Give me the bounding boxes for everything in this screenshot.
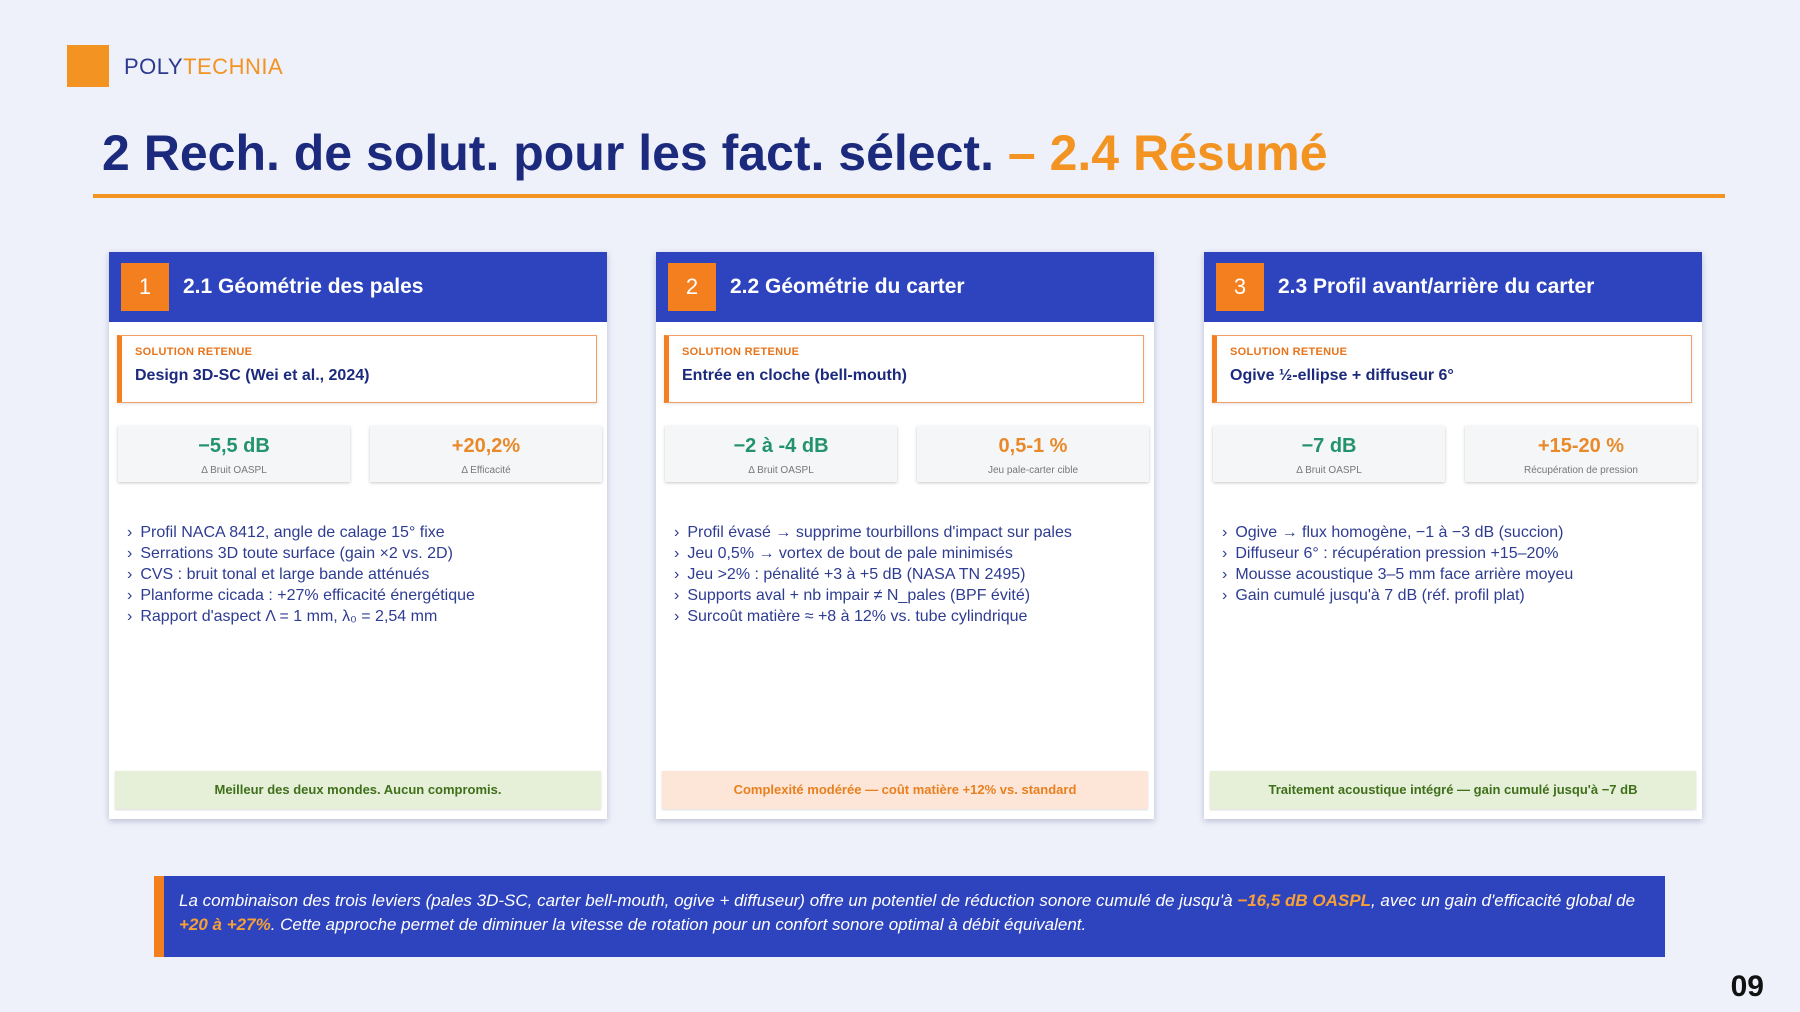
bullet-item: Surcoût matière ≈ +8 à 12% vs. tube cyli… xyxy=(674,606,1072,627)
card-number-badge: 1 xyxy=(121,263,169,311)
solution-value: Design 3D-SC (Wei et al., 2024) xyxy=(135,367,370,384)
brand-name: POLYTECHNIA xyxy=(124,54,283,80)
metric-value: +15-20 % xyxy=(1537,435,1625,457)
title-subsection-number: 2.4 xyxy=(1049,125,1120,181)
metric-noise: −2 à -4 dB Δ Bruit OASPL xyxy=(665,426,897,482)
metric-label: Δ Bruit OASPL xyxy=(748,465,814,476)
card-footer-note: Meilleur des deux mondes. Aucun compromi… xyxy=(115,771,601,809)
card-header: 3 2.3 Profil avant/arrière du carter xyxy=(1204,252,1702,322)
solution-box: SOLUTION RETENUE Design 3D-SC (Wei et al… xyxy=(117,335,597,403)
bullet-item: Planforme cicada : +27% efficacité énerg… xyxy=(127,585,475,606)
bullet-item: Ogive → flux homogène, −1 à −3 dB (succi… xyxy=(1222,522,1573,543)
bullet-item: Mousse acoustique 3–5 mm face arrière mo… xyxy=(1222,564,1573,585)
summary-banner: La combinaison des trois leviers (pales … xyxy=(154,876,1665,957)
summary-highlight-efficiency: +20 à +27% xyxy=(179,915,271,934)
bullet-list: Profil NACA 8412, angle de calage 15° fi… xyxy=(127,522,475,627)
metric-clearance: 0,5-1 % Jeu pale-carter cible xyxy=(917,426,1149,482)
card-title: 2.2 Géométrie du carter xyxy=(730,275,965,298)
bullet-item: Gain cumulé jusqu'à 7 dB (réf. profil pl… xyxy=(1222,585,1573,606)
card-header: 1 2.1 Géométrie des pales xyxy=(109,252,607,322)
title-divider xyxy=(93,194,1725,198)
solution-value: Ogive ½-ellipse + diffuseur 6° xyxy=(1230,367,1454,384)
title-main: Rech. de solut. pour les fact. sélect. xyxy=(143,125,994,181)
metric-label: Δ Efficacité xyxy=(461,465,511,476)
bullet-item: Profil évasé → supprime tourbillons d'im… xyxy=(674,522,1072,543)
bullet-item: Serrations 3D toute surface (gain ×2 vs.… xyxy=(127,543,475,564)
metric-value: −2 à -4 dB xyxy=(733,435,829,457)
solution-label: SOLUTION RETENUE xyxy=(682,346,800,358)
bullet-item: Supports aval + nb impair ≠ N_pales (BPF… xyxy=(674,585,1072,606)
metric-value: +20,2% xyxy=(451,435,521,457)
metric-efficiency: +20,2% Δ Efficacité xyxy=(370,426,602,482)
bullet-item: Rapport d'aspect Λ = 1 mm, λ₀ = 2,54 mm xyxy=(127,606,475,627)
metric-value: −5,5 dB xyxy=(198,435,270,457)
metric-pressure-recovery: +15-20 % Récupération de pression xyxy=(1465,426,1697,482)
bullet-list: Profil évasé → supprime tourbillons d'im… xyxy=(674,522,1072,627)
bullet-item: CVS : bruit tonal et large bande atténué… xyxy=(127,564,475,585)
metric-noise: −7 dB Δ Bruit OASPL xyxy=(1213,426,1445,482)
solution-label: SOLUTION RETENUE xyxy=(1230,346,1348,358)
metric-noise: −5,5 dB Δ Bruit OASPL xyxy=(118,426,350,482)
card-blade-geometry: 1 2.1 Géométrie des pales SOLUTION RETEN… xyxy=(109,252,607,819)
summary-text: La combinaison des trois leviers (pales … xyxy=(179,891,1238,910)
title-subsection: Résumé xyxy=(1133,125,1328,181)
solution-box: SOLUTION RETENUE Entrée en cloche (bell-… xyxy=(664,335,1144,403)
card-casing-geometry: 2 2.2 Géométrie du carter SOLUTION RETEN… xyxy=(656,252,1154,819)
title-dash: – xyxy=(1007,125,1036,181)
bullet-item: Diffuseur 6° : récupération pression +15… xyxy=(1222,543,1573,564)
card-number-badge: 3 xyxy=(1216,263,1264,311)
bullet-item: Profil NACA 8412, angle de calage 15° fi… xyxy=(127,522,475,543)
solution-value: Entrée en cloche (bell-mouth) xyxy=(682,367,907,384)
page-title: 2 Rech. de solut. pour les fact. sélect.… xyxy=(102,124,1328,182)
solution-label: SOLUTION RETENUE xyxy=(135,346,253,358)
card-footer-note: Complexité modérée — coût matière +12% v… xyxy=(662,771,1148,809)
brand-logo-square xyxy=(67,45,109,87)
page-number: 09 xyxy=(1730,970,1764,1003)
metric-value: 0,5-1 % xyxy=(998,435,1068,457)
summary-text: , avec un gain d'efficacité global de xyxy=(1370,891,1636,910)
metric-label: Récupération de pression xyxy=(1524,465,1638,476)
bullet-list: Ogive → flux homogène, −1 à −3 dB (succi… xyxy=(1222,522,1573,606)
title-section-number: 2 xyxy=(102,125,130,181)
metric-label: Δ Bruit OASPL xyxy=(201,465,267,476)
card-casing-profile: 3 2.3 Profil avant/arrière du carter SOL… xyxy=(1204,252,1702,819)
bullet-item: Jeu >2% : pénalité +3 à +5 dB (NASA TN 2… xyxy=(674,564,1072,585)
bullet-item: Jeu 0,5% → vortex de bout de pale minimi… xyxy=(674,543,1072,564)
brand-name-part1: POLY xyxy=(124,54,184,79)
metric-label: Δ Bruit OASPL xyxy=(1296,465,1362,476)
card-header: 2 2.2 Géométrie du carter xyxy=(656,252,1154,322)
metric-label: Jeu pale-carter cible xyxy=(987,465,1079,476)
card-number-badge: 2 xyxy=(668,263,716,311)
card-footer-note: Traitement acoustique intégré — gain cum… xyxy=(1210,771,1696,809)
brand-name-part2: TECHNIA xyxy=(183,54,284,79)
card-title: 2.3 Profil avant/arrière du carter xyxy=(1278,275,1595,298)
summary-text: . Cette approche permet de diminuer la v… xyxy=(270,915,1087,934)
solution-box: SOLUTION RETENUE Ogive ½-ellipse + diffu… xyxy=(1212,335,1692,403)
summary-highlight-noise: −16,5 dB OASPL xyxy=(1237,891,1371,910)
metric-value: −7 dB xyxy=(1301,435,1357,457)
card-title: 2.1 Géométrie des pales xyxy=(183,275,424,298)
